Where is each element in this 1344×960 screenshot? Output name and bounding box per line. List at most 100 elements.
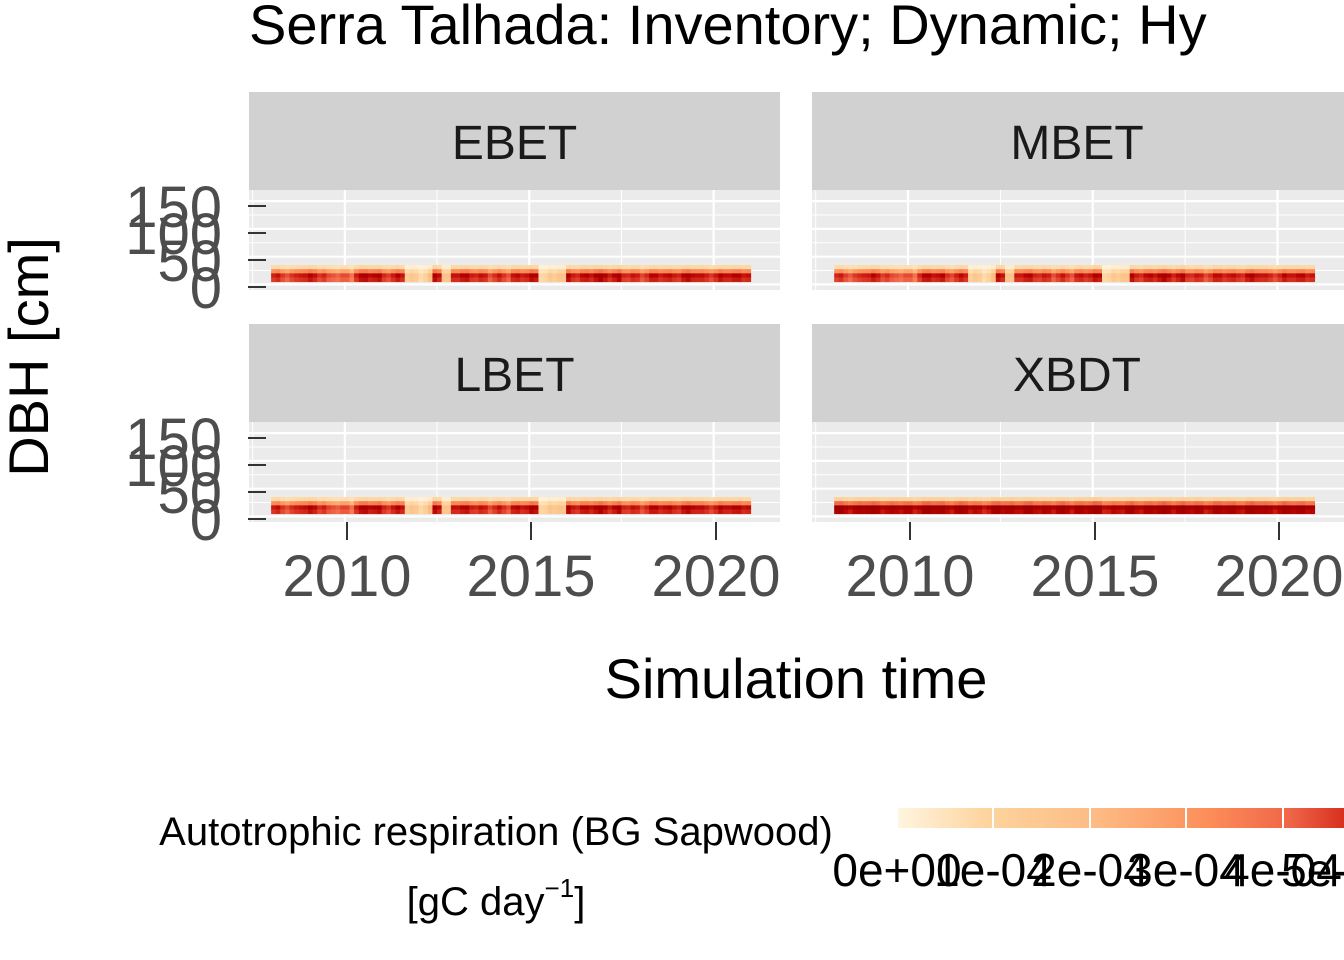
y-axis-top: 150 100 50 0 bbox=[125, 175, 266, 321]
heat-cell-lbet-16-1 bbox=[344, 501, 351, 506]
heat-cell-ebet-57-1 bbox=[533, 269, 540, 274]
heat-cell-mbet-84-1 bbox=[1222, 269, 1228, 274]
heat-cell-ebet-67-3 bbox=[579, 277, 586, 283]
x-tick-label-left-2010: 2010 bbox=[282, 544, 411, 609]
heat-cell-mbet-47-3 bbox=[1051, 277, 1057, 283]
heat-cell-xbdt-102-2 bbox=[1305, 505, 1311, 510]
heat-cell-lbet-89-2 bbox=[681, 505, 687, 510]
heat-cell-xbdt-14-2 bbox=[898, 505, 905, 510]
heat-cell-xbdt-21-1 bbox=[931, 501, 937, 506]
heat-cell-mbet-62-3 bbox=[1120, 277, 1126, 283]
heat-cell-lbet-100-1 bbox=[732, 501, 738, 506]
heat-cell-ebet-14-2 bbox=[335, 273, 341, 278]
heat-cell-ebet-19-2 bbox=[358, 273, 364, 278]
heat-cell-lbet-2-0 bbox=[280, 497, 286, 502]
heat-cell-lbet-69-1 bbox=[589, 501, 595, 506]
heat-cell-lbet-58-0 bbox=[538, 497, 544, 502]
heat-cell-lbet-33-2 bbox=[423, 505, 429, 510]
heat-cell-mbet-79-3 bbox=[1198, 277, 1205, 283]
heat-cell-mbet-69-1 bbox=[1152, 269, 1159, 274]
heat-cell-lbet-64-3 bbox=[566, 509, 572, 515]
heat-cell-mbet-30-2 bbox=[972, 273, 978, 278]
x-axis: 2010 2015 2020 2010 2015 2020 bbox=[282, 522, 1344, 609]
heat-cell-lbet-77-0 bbox=[626, 497, 632, 502]
heat-cell-xbdt-58-0 bbox=[1102, 497, 1108, 502]
heat-cell-mbet-75-3 bbox=[1180, 277, 1186, 283]
heat-cell-xbdt-89-2 bbox=[1245, 505, 1251, 510]
heat-cell-ebet-101-2 bbox=[736, 273, 742, 278]
heat-cell-mbet-6-3 bbox=[861, 277, 868, 283]
heat-cell-mbet-31-0 bbox=[977, 265, 983, 270]
heat-cell-ebet-32-2 bbox=[418, 273, 424, 278]
heat-cell-xbdt-99-0 bbox=[1291, 497, 1297, 502]
y-tick-label-top-150: 150 bbox=[125, 175, 222, 240]
heat-cell-mbet-55-2 bbox=[1088, 273, 1094, 278]
heat-cell-ebet-90-1 bbox=[685, 269, 692, 274]
heat-cell-mbet-91-0 bbox=[1254, 265, 1260, 270]
heat-cell-mbet-9-1 bbox=[875, 269, 881, 274]
heat-cell-lbet-82-1 bbox=[649, 501, 655, 506]
heat-cell-xbdt-53-0 bbox=[1078, 497, 1085, 502]
heat-cell-xbdt-100-0 bbox=[1295, 497, 1302, 502]
heat-cell-lbet-23-0 bbox=[377, 497, 383, 502]
heat-cell-ebet-96-1 bbox=[713, 269, 719, 274]
heat-cell-xbdt-30-1 bbox=[972, 501, 978, 506]
x-tick-label-right-2015: 2015 bbox=[1030, 544, 1159, 609]
heat-cell-xbdt-19-3 bbox=[921, 509, 928, 515]
heat-cell-ebet-27-1 bbox=[395, 269, 401, 274]
heat-cell-mbet-72-3 bbox=[1166, 277, 1172, 283]
heat-cell-lbet-66-0 bbox=[575, 497, 581, 502]
heat-cell-xbdt-43-1 bbox=[1032, 501, 1038, 506]
heat-cell-mbet-73-1 bbox=[1171, 269, 1177, 274]
heat-cell-mbet-41-2 bbox=[1023, 273, 1029, 278]
heat-cell-ebet-5-0 bbox=[294, 265, 300, 270]
heat-cell-ebet-83-1 bbox=[653, 269, 659, 274]
heat-cell-lbet-50-3 bbox=[501, 509, 507, 515]
legend-colorbar bbox=[897, 808, 1344, 828]
heat-cell-mbet-13-2 bbox=[894, 273, 900, 278]
heat-cell-ebet-32-3 bbox=[418, 277, 424, 283]
heat-cell-lbet-13-3 bbox=[331, 509, 337, 515]
heat-cell-mbet-60-2 bbox=[1111, 273, 1117, 278]
heat-cell-ebet-48-0 bbox=[492, 265, 498, 270]
heat-cell-mbet-13-1 bbox=[894, 269, 900, 274]
heat-cell-ebet-69-3 bbox=[589, 277, 595, 283]
heat-cell-mbet-96-2 bbox=[1277, 273, 1283, 278]
heat-cell-xbdt-68-1 bbox=[1148, 501, 1154, 506]
heat-cell-xbdt-102-3 bbox=[1305, 509, 1311, 515]
heat-cell-xbdt-51-3 bbox=[1069, 509, 1075, 515]
heat-cell-lbet-42-3 bbox=[464, 509, 470, 515]
heat-cell-xbdt-26-0 bbox=[954, 497, 960, 502]
heat-cell-lbet-92-1 bbox=[695, 501, 701, 506]
heat-cell-lbet-4-1 bbox=[289, 501, 295, 506]
heat-cell-mbet-98-0 bbox=[1286, 265, 1292, 270]
heat-cell-xbdt-96-1 bbox=[1277, 501, 1283, 506]
heat-cell-mbet-77-2 bbox=[1189, 273, 1195, 278]
heat-cell-ebet-51-2 bbox=[506, 273, 512, 278]
heat-cell-ebet-1-3 bbox=[275, 277, 281, 283]
heat-cell-lbet-58-3 bbox=[538, 509, 544, 515]
heat-cell-xbdt-73-1 bbox=[1171, 501, 1177, 506]
heat-cell-ebet-94-3 bbox=[704, 277, 710, 283]
heat-cell-mbet-40-0 bbox=[1018, 265, 1025, 270]
heat-cell-xbdt-50-0 bbox=[1065, 497, 1071, 502]
heat-cell-lbet-94-2 bbox=[704, 505, 710, 510]
heat-cell-mbet-15-3 bbox=[903, 277, 909, 283]
heat-cell-lbet-15-2 bbox=[340, 505, 346, 510]
heat-cell-ebet-9-0 bbox=[312, 265, 318, 270]
heat-cell-mbet-23-2 bbox=[940, 273, 946, 278]
heat-cell-ebet-0-0 bbox=[271, 265, 277, 270]
heat-cell-mbet-7-3 bbox=[866, 277, 872, 283]
heat-cell-ebet-54-1 bbox=[520, 269, 526, 274]
heat-cell-lbet-102-1 bbox=[741, 501, 747, 506]
heat-cell-ebet-25-0 bbox=[386, 265, 392, 270]
heat-cell-mbet-69-2 bbox=[1152, 273, 1159, 278]
heat-cell-lbet-72-0 bbox=[603, 497, 609, 502]
heat-cell-mbet-47-1 bbox=[1051, 269, 1057, 274]
heat-cell-mbet-26-2 bbox=[954, 273, 960, 278]
heat-cell-ebet-89-0 bbox=[681, 265, 687, 270]
heat-cell-lbet-14-3 bbox=[335, 509, 341, 515]
heat-cell-xbdt-8-2 bbox=[871, 505, 877, 510]
heat-cell-lbet-1-3 bbox=[275, 509, 281, 515]
heat-cell-ebet-38-1 bbox=[446, 269, 452, 274]
